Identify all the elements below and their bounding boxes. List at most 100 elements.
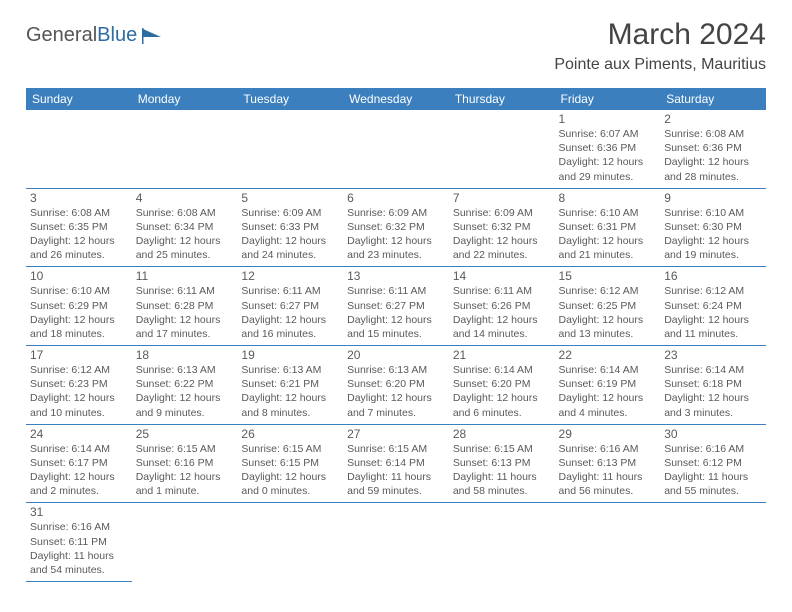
calendar-cell xyxy=(660,503,766,582)
day-info: Sunrise: 6:13 AMSunset: 6:20 PMDaylight:… xyxy=(347,363,445,420)
calendar-cell xyxy=(237,503,343,582)
day-info: Sunrise: 6:14 AMSunset: 6:20 PMDaylight:… xyxy=(453,363,551,420)
day-info: Sunrise: 6:09 AMSunset: 6:32 PMDaylight:… xyxy=(347,206,445,263)
calendar-cell xyxy=(343,503,449,582)
day-number: 21 xyxy=(453,348,551,362)
calendar-row: 31Sunrise: 6:16 AMSunset: 6:11 PMDayligh… xyxy=(26,503,766,582)
day-number: 30 xyxy=(664,427,762,441)
calendar-cell: 31Sunrise: 6:16 AMSunset: 6:11 PMDayligh… xyxy=(26,503,132,582)
day-info: Sunrise: 6:16 AMSunset: 6:13 PMDaylight:… xyxy=(559,442,657,499)
day-number: 19 xyxy=(241,348,339,362)
calendar-cell: 10Sunrise: 6:10 AMSunset: 6:29 PMDayligh… xyxy=(26,267,132,346)
weekday-header: Tuesday xyxy=(237,88,343,110)
day-number: 13 xyxy=(347,269,445,283)
calendar-cell: 13Sunrise: 6:11 AMSunset: 6:27 PMDayligh… xyxy=(343,267,449,346)
day-number: 25 xyxy=(136,427,234,441)
calendar-cell xyxy=(343,110,449,188)
calendar-row: 24Sunrise: 6:14 AMSunset: 6:17 PMDayligh… xyxy=(26,424,766,503)
day-info: Sunrise: 6:15 AMSunset: 6:14 PMDaylight:… xyxy=(347,442,445,499)
calendar-cell xyxy=(449,503,555,582)
weekday-header: Saturday xyxy=(660,88,766,110)
calendar-cell: 16Sunrise: 6:12 AMSunset: 6:24 PMDayligh… xyxy=(660,267,766,346)
day-number: 14 xyxy=(453,269,551,283)
calendar-cell: 24Sunrise: 6:14 AMSunset: 6:17 PMDayligh… xyxy=(26,424,132,503)
calendar-cell: 23Sunrise: 6:14 AMSunset: 6:18 PMDayligh… xyxy=(660,346,766,425)
calendar-cell: 20Sunrise: 6:13 AMSunset: 6:20 PMDayligh… xyxy=(343,346,449,425)
calendar-cell: 4Sunrise: 6:08 AMSunset: 6:34 PMDaylight… xyxy=(132,188,238,267)
day-number: 12 xyxy=(241,269,339,283)
calendar-row: 3Sunrise: 6:08 AMSunset: 6:35 PMDaylight… xyxy=(26,188,766,267)
day-number: 22 xyxy=(559,348,657,362)
day-info: Sunrise: 6:11 AMSunset: 6:27 PMDaylight:… xyxy=(347,284,445,341)
calendar-cell xyxy=(237,110,343,188)
day-number: 6 xyxy=(347,191,445,205)
weekday-header: Thursday xyxy=(449,88,555,110)
day-info: Sunrise: 6:08 AMSunset: 6:35 PMDaylight:… xyxy=(30,206,128,263)
calendar-cell: 21Sunrise: 6:14 AMSunset: 6:20 PMDayligh… xyxy=(449,346,555,425)
calendar-cell: 6Sunrise: 6:09 AMSunset: 6:32 PMDaylight… xyxy=(343,188,449,267)
calendar-row: 17Sunrise: 6:12 AMSunset: 6:23 PMDayligh… xyxy=(26,346,766,425)
calendar-cell: 7Sunrise: 6:09 AMSunset: 6:32 PMDaylight… xyxy=(449,188,555,267)
calendar-cell: 2Sunrise: 6:08 AMSunset: 6:36 PMDaylight… xyxy=(660,110,766,188)
day-number: 10 xyxy=(30,269,128,283)
day-number: 16 xyxy=(664,269,762,283)
day-info: Sunrise: 6:15 AMSunset: 6:16 PMDaylight:… xyxy=(136,442,234,499)
calendar-cell: 28Sunrise: 6:15 AMSunset: 6:13 PMDayligh… xyxy=(449,424,555,503)
day-info: Sunrise: 6:12 AMSunset: 6:25 PMDaylight:… xyxy=(559,284,657,341)
logo-flag-icon xyxy=(141,27,165,45)
day-number: 1 xyxy=(559,112,657,126)
day-info: Sunrise: 6:10 AMSunset: 6:31 PMDaylight:… xyxy=(559,206,657,263)
calendar-cell: 26Sunrise: 6:15 AMSunset: 6:15 PMDayligh… xyxy=(237,424,343,503)
title-block: March 2024 Pointe aux Piments, Mauritius xyxy=(554,18,766,74)
calendar-cell xyxy=(132,503,238,582)
day-number: 4 xyxy=(136,191,234,205)
day-info: Sunrise: 6:07 AMSunset: 6:36 PMDaylight:… xyxy=(559,127,657,184)
day-number: 15 xyxy=(559,269,657,283)
calendar-cell: 3Sunrise: 6:08 AMSunset: 6:35 PMDaylight… xyxy=(26,188,132,267)
calendar-cell: 19Sunrise: 6:13 AMSunset: 6:21 PMDayligh… xyxy=(237,346,343,425)
calendar-row: 10Sunrise: 6:10 AMSunset: 6:29 PMDayligh… xyxy=(26,267,766,346)
calendar-row: 1Sunrise: 6:07 AMSunset: 6:36 PMDaylight… xyxy=(26,110,766,188)
day-info: Sunrise: 6:13 AMSunset: 6:22 PMDaylight:… xyxy=(136,363,234,420)
day-info: Sunrise: 6:14 AMSunset: 6:18 PMDaylight:… xyxy=(664,363,762,420)
weekday-header: Wednesday xyxy=(343,88,449,110)
weekday-header: Monday xyxy=(132,88,238,110)
day-info: Sunrise: 6:11 AMSunset: 6:26 PMDaylight:… xyxy=(453,284,551,341)
day-number: 9 xyxy=(664,191,762,205)
day-info: Sunrise: 6:16 AMSunset: 6:12 PMDaylight:… xyxy=(664,442,762,499)
day-info: Sunrise: 6:09 AMSunset: 6:32 PMDaylight:… xyxy=(453,206,551,263)
day-number: 5 xyxy=(241,191,339,205)
day-info: Sunrise: 6:11 AMSunset: 6:27 PMDaylight:… xyxy=(241,284,339,341)
calendar-table: SundayMondayTuesdayWednesdayThursdayFrid… xyxy=(26,88,766,582)
calendar-cell: 5Sunrise: 6:09 AMSunset: 6:33 PMDaylight… xyxy=(237,188,343,267)
day-info: Sunrise: 6:15 AMSunset: 6:15 PMDaylight:… xyxy=(241,442,339,499)
calendar-cell xyxy=(449,110,555,188)
calendar-cell: 1Sunrise: 6:07 AMSunset: 6:36 PMDaylight… xyxy=(555,110,661,188)
day-info: Sunrise: 6:15 AMSunset: 6:13 PMDaylight:… xyxy=(453,442,551,499)
day-number: 23 xyxy=(664,348,762,362)
day-info: Sunrise: 6:13 AMSunset: 6:21 PMDaylight:… xyxy=(241,363,339,420)
calendar-cell: 29Sunrise: 6:16 AMSunset: 6:13 PMDayligh… xyxy=(555,424,661,503)
day-info: Sunrise: 6:12 AMSunset: 6:24 PMDaylight:… xyxy=(664,284,762,341)
calendar-body: 1Sunrise: 6:07 AMSunset: 6:36 PMDaylight… xyxy=(26,110,766,582)
calendar-cell: 30Sunrise: 6:16 AMSunset: 6:12 PMDayligh… xyxy=(660,424,766,503)
calendar-cell: 14Sunrise: 6:11 AMSunset: 6:26 PMDayligh… xyxy=(449,267,555,346)
day-number: 28 xyxy=(453,427,551,441)
weekday-header-row: SundayMondayTuesdayWednesdayThursdayFrid… xyxy=(26,88,766,110)
day-number: 8 xyxy=(559,191,657,205)
day-number: 29 xyxy=(559,427,657,441)
calendar-cell: 27Sunrise: 6:15 AMSunset: 6:14 PMDayligh… xyxy=(343,424,449,503)
calendar-cell xyxy=(26,110,132,188)
calendar-cell: 11Sunrise: 6:11 AMSunset: 6:28 PMDayligh… xyxy=(132,267,238,346)
day-info: Sunrise: 6:11 AMSunset: 6:28 PMDaylight:… xyxy=(136,284,234,341)
calendar-cell: 18Sunrise: 6:13 AMSunset: 6:22 PMDayligh… xyxy=(132,346,238,425)
day-number: 24 xyxy=(30,427,128,441)
day-number: 11 xyxy=(136,269,234,283)
day-info: Sunrise: 6:08 AMSunset: 6:34 PMDaylight:… xyxy=(136,206,234,263)
day-number: 26 xyxy=(241,427,339,441)
calendar-cell: 12Sunrise: 6:11 AMSunset: 6:27 PMDayligh… xyxy=(237,267,343,346)
calendar-cell: 15Sunrise: 6:12 AMSunset: 6:25 PMDayligh… xyxy=(555,267,661,346)
calendar-cell: 25Sunrise: 6:15 AMSunset: 6:16 PMDayligh… xyxy=(132,424,238,503)
day-number: 31 xyxy=(30,505,128,519)
logo: GeneralBlue xyxy=(26,24,165,47)
